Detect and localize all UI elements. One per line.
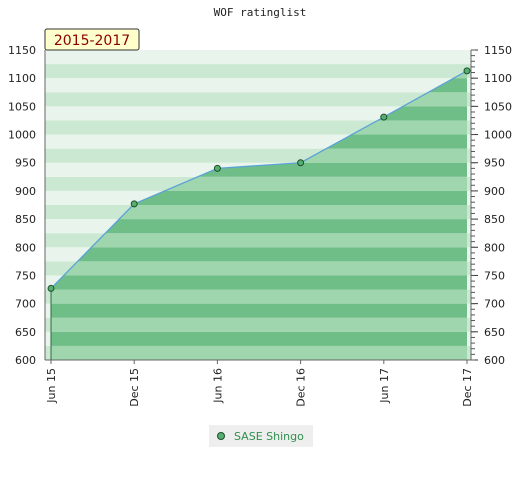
background-band <box>45 64 471 79</box>
y-tick-label-left: 850 <box>15 213 36 226</box>
y-tick-label-right: 650 <box>484 326 505 339</box>
y-tick-label-left: 650 <box>15 326 36 339</box>
y-tick-label-left: 1050 <box>8 100 36 113</box>
area-band <box>51 205 467 220</box>
y-tick-label-right: 800 <box>484 241 505 254</box>
data-point <box>213 164 221 172</box>
series-line <box>50 70 468 289</box>
y-tick-label-left: 700 <box>15 298 36 311</box>
area-band <box>51 233 467 248</box>
chart-title: WOF ratinglist <box>214 6 307 19</box>
area-band <box>51 219 467 234</box>
y-tick-label-right: 750 <box>484 269 505 282</box>
y-tick-label-left: 950 <box>15 157 36 170</box>
x-tick-label: Jun 16 <box>211 368 224 404</box>
y-tick-label-right: 1100 <box>484 72 512 85</box>
axes: 600 600 650 650 700 700 750 750 800 800 850 850 900 9… <box>8 44 512 407</box>
y-tick-label-right: 850 <box>484 213 505 226</box>
period-badge: 2015-2017 <box>44 28 140 51</box>
legend: SASE Shingo <box>209 425 313 447</box>
background-band <box>45 92 471 107</box>
legend-marker-icon <box>217 432 225 440</box>
y-tick-label-right: 950 <box>484 157 505 170</box>
area-band <box>51 247 467 262</box>
y-tick-label-left: 800 <box>15 241 36 254</box>
series-line-group <box>50 70 468 360</box>
x-tick-label: Jun 17 <box>378 368 391 404</box>
data-point <box>47 284 55 292</box>
legend-label: SASE Shingo <box>234 429 304 443</box>
data-point <box>297 159 305 167</box>
background-band <box>45 106 471 121</box>
y-tick-label-left: 600 <box>15 354 36 367</box>
y-tick-label-right: 1150 <box>484 44 512 57</box>
area-band <box>51 275 467 290</box>
period-badge-box <box>44 28 140 51</box>
y-tick-label-right: 1050 <box>484 100 512 113</box>
background-band <box>45 50 471 65</box>
series-points <box>47 67 471 292</box>
x-tick-label: Dec 15 <box>128 368 141 407</box>
area-band <box>51 331 467 346</box>
area-band <box>51 345 467 360</box>
x-tick-label: Dec 17 <box>461 368 474 407</box>
period-label: 2015-2017 <box>54 33 130 49</box>
area-band <box>51 261 467 276</box>
data-point <box>463 67 471 75</box>
y-tick-label-right: 1000 <box>484 129 512 142</box>
background-band <box>45 78 471 93</box>
data-point <box>130 200 138 208</box>
y-tick-label-left: 1150 <box>8 44 36 57</box>
x-tick-label: Jun 15 <box>45 368 58 404</box>
y-tick-label-left: 750 <box>15 269 36 282</box>
y-tick-label-right: 600 <box>484 354 505 367</box>
y-tick-label-right: 900 <box>484 185 505 198</box>
data-point <box>380 113 388 121</box>
area-band <box>51 303 467 318</box>
y-tick-label-right: 700 <box>484 298 505 311</box>
area-band <box>51 289 467 304</box>
area-band <box>51 317 467 332</box>
x-tick-label: Dec 16 <box>295 368 308 407</box>
y-tick-label-left: 900 <box>15 185 36 198</box>
y-tick-label-left: 1000 <box>8 129 36 142</box>
y-tick-label-left: 1100 <box>8 72 36 85</box>
